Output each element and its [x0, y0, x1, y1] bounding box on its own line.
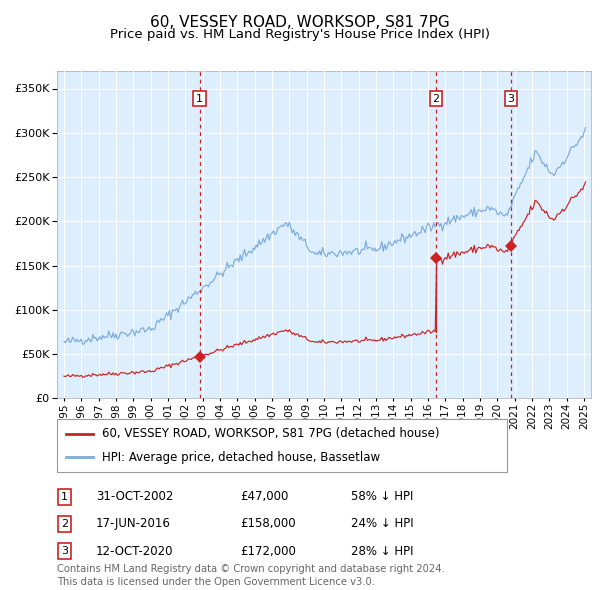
Text: 2: 2 — [433, 94, 440, 104]
Text: 2: 2 — [61, 519, 68, 529]
Text: £172,000: £172,000 — [240, 545, 296, 558]
Text: Price paid vs. HM Land Registry's House Price Index (HPI): Price paid vs. HM Land Registry's House … — [110, 28, 490, 41]
Text: 1: 1 — [196, 94, 203, 104]
Text: 3: 3 — [61, 546, 68, 556]
Text: 17-JUN-2016: 17-JUN-2016 — [96, 517, 171, 530]
Text: £158,000: £158,000 — [240, 517, 296, 530]
Text: HPI: Average price, detached house, Bassetlaw: HPI: Average price, detached house, Bass… — [102, 451, 380, 464]
Text: 31-OCT-2002: 31-OCT-2002 — [96, 490, 173, 503]
Text: 3: 3 — [508, 94, 514, 104]
Text: 1: 1 — [61, 492, 68, 502]
Text: 24% ↓ HPI: 24% ↓ HPI — [351, 517, 413, 530]
Text: 60, VESSEY ROAD, WORKSOP, S81 7PG (detached house): 60, VESSEY ROAD, WORKSOP, S81 7PG (detac… — [102, 427, 439, 440]
Text: 60, VESSEY ROAD, WORKSOP, S81 7PG: 60, VESSEY ROAD, WORKSOP, S81 7PG — [150, 15, 450, 30]
Text: 58% ↓ HPI: 58% ↓ HPI — [351, 490, 413, 503]
Text: £47,000: £47,000 — [240, 490, 289, 503]
Text: Contains HM Land Registry data © Crown copyright and database right 2024.
This d: Contains HM Land Registry data © Crown c… — [57, 564, 445, 587]
Text: 12-OCT-2020: 12-OCT-2020 — [96, 545, 173, 558]
Text: 28% ↓ HPI: 28% ↓ HPI — [351, 545, 413, 558]
